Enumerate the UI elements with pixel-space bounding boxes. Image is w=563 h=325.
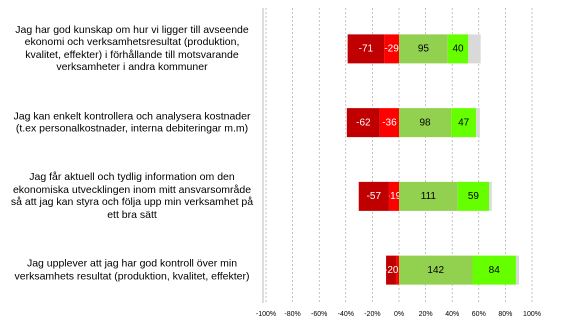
x-tick-label: 100% [523,311,541,318]
value-label: -71 [359,44,374,55]
x-tick-label: -60% [311,311,327,318]
value-label: -19 [387,191,402,202]
bar-segment [358,181,389,211]
value-label: -29 [384,44,399,55]
bar-segment [386,255,397,285]
bar-segment [399,108,452,138]
value-label: 59 [468,191,480,202]
value-label: 47 [458,117,470,128]
x-tick-label: -100% [256,311,276,318]
value-label: 84 [489,265,501,276]
x-tick-label: 80% [498,311,512,318]
x-tick-label: -20% [364,311,380,318]
category-label: Jag får aktuell och tydlig information o… [10,171,254,221]
value-label: -36 [382,117,397,128]
x-tick-label: 60% [472,311,486,318]
bar-segment [476,108,480,138]
value-label: -62 [356,117,371,128]
bar-segment [468,34,481,64]
bar-segment [346,108,380,138]
bar-segment [399,255,473,285]
x-tick-label: 20% [419,311,433,318]
value-label: -57 [367,191,382,202]
bar-segment [515,255,520,285]
bar-segment [399,34,448,64]
category-label: Jag kan enkelt kontrollera och analysera… [13,110,251,135]
bar-segment [347,34,385,64]
value-label: 40 [452,44,464,55]
x-tick-label: 40% [445,311,459,318]
bar-segment [399,181,458,211]
bar-segment [379,108,399,138]
value-label: -20 [384,265,399,276]
bar-segment [472,255,516,285]
bar-segment [457,181,490,211]
value-label: 95 [418,44,430,55]
category-label: Jag upplever att jag har god kontroll öv… [14,257,250,283]
value-label: 111 [421,191,437,202]
bar-segment [384,34,399,64]
value-label: 98 [420,117,432,128]
bar-segment [489,181,492,211]
bar-segment [388,181,399,211]
bar-segment [396,255,399,285]
x-tick-label: -80% [284,311,300,318]
bar-segment [451,108,477,138]
value-label: 142 [427,265,444,276]
bar-segment [447,34,469,64]
x-tick-label: 0% [394,311,404,318]
x-tick-label: -40% [338,311,354,318]
category-label: Jag har god kunskap om hur vi ligger til… [15,23,249,74]
